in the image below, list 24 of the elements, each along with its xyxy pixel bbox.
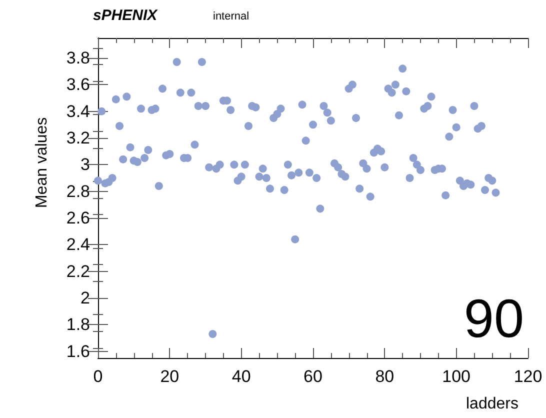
y-axis-title: Mean values — [34, 117, 50, 208]
x-tick-label: 20 — [160, 367, 180, 386]
y-tick-label: 2.4 — [66, 235, 90, 254]
y-tick-label: 1.8 — [66, 315, 90, 334]
x-tick-label: 80 — [375, 367, 394, 386]
x-tick-label: 0 — [93, 367, 103, 386]
x-tick-label: 120 — [514, 367, 542, 386]
y-tick-label: 1.6 — [66, 342, 90, 361]
chart-title: sPHENIX — [93, 7, 158, 24]
chart-subtitle: internal — [213, 10, 250, 22]
y-tick-label: 2 — [80, 288, 90, 308]
y-tick-label: 3.8 — [66, 48, 90, 68]
y-tick-label: 3.4 — [66, 102, 90, 121]
x-axis-title: ladders — [466, 396, 518, 412]
y-tick-label: 3.6 — [66, 75, 90, 94]
y-tick-label: 3.2 — [66, 128, 90, 148]
y-tick-label: 2.2 — [66, 262, 90, 281]
y-tick-label: 2.6 — [66, 208, 90, 228]
x-tick-label: 100 — [442, 367, 471, 386]
y-tick-label: 3 — [80, 155, 90, 174]
x-tick-label: 60 — [304, 367, 322, 386]
annotation: 90 — [464, 289, 524, 349]
x-tick-label: 40 — [232, 367, 251, 386]
y-tick-label: 2.8 — [66, 182, 90, 201]
